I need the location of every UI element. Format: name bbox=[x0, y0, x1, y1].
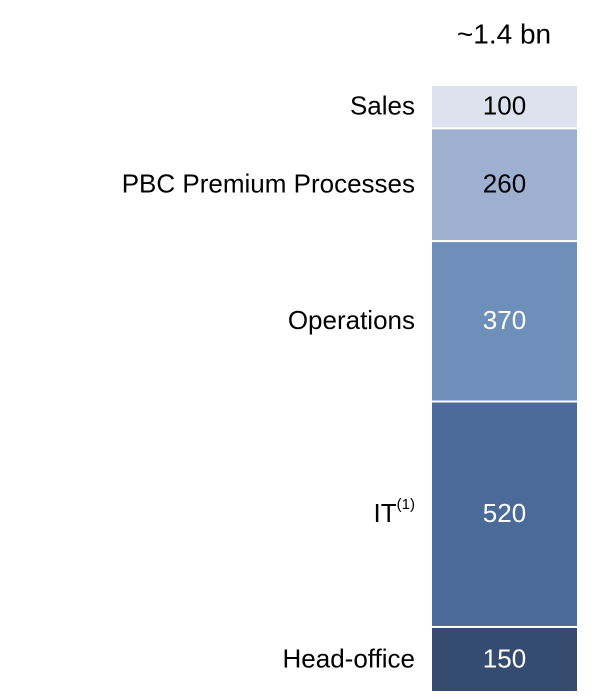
total-label: ~1.4 bn bbox=[457, 18, 551, 49]
category-name: IT bbox=[374, 498, 397, 528]
bar-segment bbox=[432, 242, 577, 401]
bar-segment bbox=[432, 129, 577, 241]
category-label: IT(1) bbox=[374, 496, 415, 528]
bar-segment bbox=[432, 627, 577, 691]
value-label: 520 bbox=[483, 498, 526, 528]
value-label: 100 bbox=[483, 91, 526, 121]
value-label: 260 bbox=[483, 169, 526, 199]
bar-segment bbox=[432, 86, 577, 128]
footnote-marker: (1) bbox=[397, 496, 415, 513]
value-label: 370 bbox=[483, 305, 526, 335]
bar-segment bbox=[432, 402, 577, 626]
category-label: PBC Premium Processes bbox=[122, 169, 415, 199]
category-label: Operations bbox=[288, 305, 415, 335]
value-label: 150 bbox=[483, 643, 526, 673]
category-label: Head-office bbox=[283, 643, 416, 673]
category-label: Sales bbox=[350, 91, 415, 121]
